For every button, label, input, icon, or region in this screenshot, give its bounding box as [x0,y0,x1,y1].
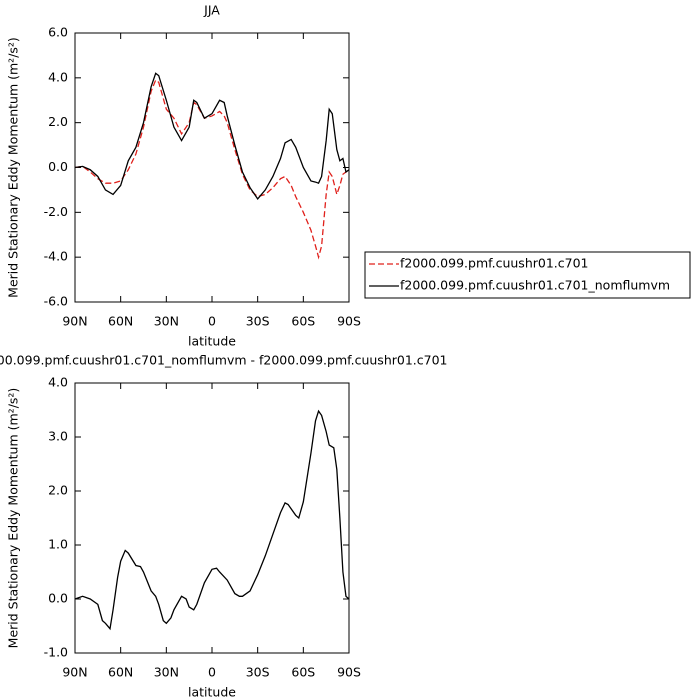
x-tick-label: 0 [208,314,216,329]
x-tick-label: 90N [62,665,87,680]
y-tick-label: 4.0 [48,69,68,84]
y-tick-label: 6.0 [48,25,68,40]
x-axis-label: latitude [188,685,236,700]
x-tick-label: 60S [291,314,315,329]
x-tick-label: 60N [108,314,133,329]
y-tick-label: 2.0 [48,483,68,498]
y-tick-label: 0.0 [48,159,68,174]
legend-box [364,251,691,299]
x-tick-label: 0 [208,665,216,680]
x-tick-label: 30N [154,314,179,329]
x-tick-label: 90S [337,314,361,329]
x-tick-label: 60N [108,665,133,680]
y-tick-label: 1.0 [48,537,68,552]
legend-label: f2000.099.pmf.cuushr01.c701 [400,256,589,271]
y-tick-label: 3.0 [48,429,68,444]
y-axis-label: Merid Stationary Eddy Momentum (m²/s²) [6,388,21,649]
x-tick-label: 60S [291,665,315,680]
y-tick-label: -4.0 [44,249,68,264]
y-tick-label: -6.0 [44,294,68,309]
chart-title: f2000.099.pmf.cuushr01.c701_nomflumvm - … [0,353,448,368]
x-tick-label: 90N [62,314,87,329]
plot-frame [74,32,350,303]
x-tick-label: 30S [246,665,270,680]
data-line [74,79,350,260]
data-line [74,409,350,631]
y-tick-label: -2.0 [44,204,68,219]
y-tick-label: 0.0 [48,591,68,606]
y-axis-label: Merid Stationary Eddy Momentum (m²/s²) [6,37,21,298]
x-tick-label: 90S [337,665,361,680]
plot-frame [74,382,350,654]
x-axis-label: latitude [188,334,236,349]
y-tick-label: 4.0 [48,375,68,390]
x-tick-label: 30S [246,314,270,329]
legend-label: f2000.099.pmf.cuushr01.c701_nomflumvm [400,278,670,293]
x-tick-label: 30N [154,665,179,680]
chart-title: JJA [203,3,220,18]
data-line [74,72,350,200]
y-tick-label: -1.0 [44,645,68,660]
y-tick-label: 2.0 [48,114,68,129]
